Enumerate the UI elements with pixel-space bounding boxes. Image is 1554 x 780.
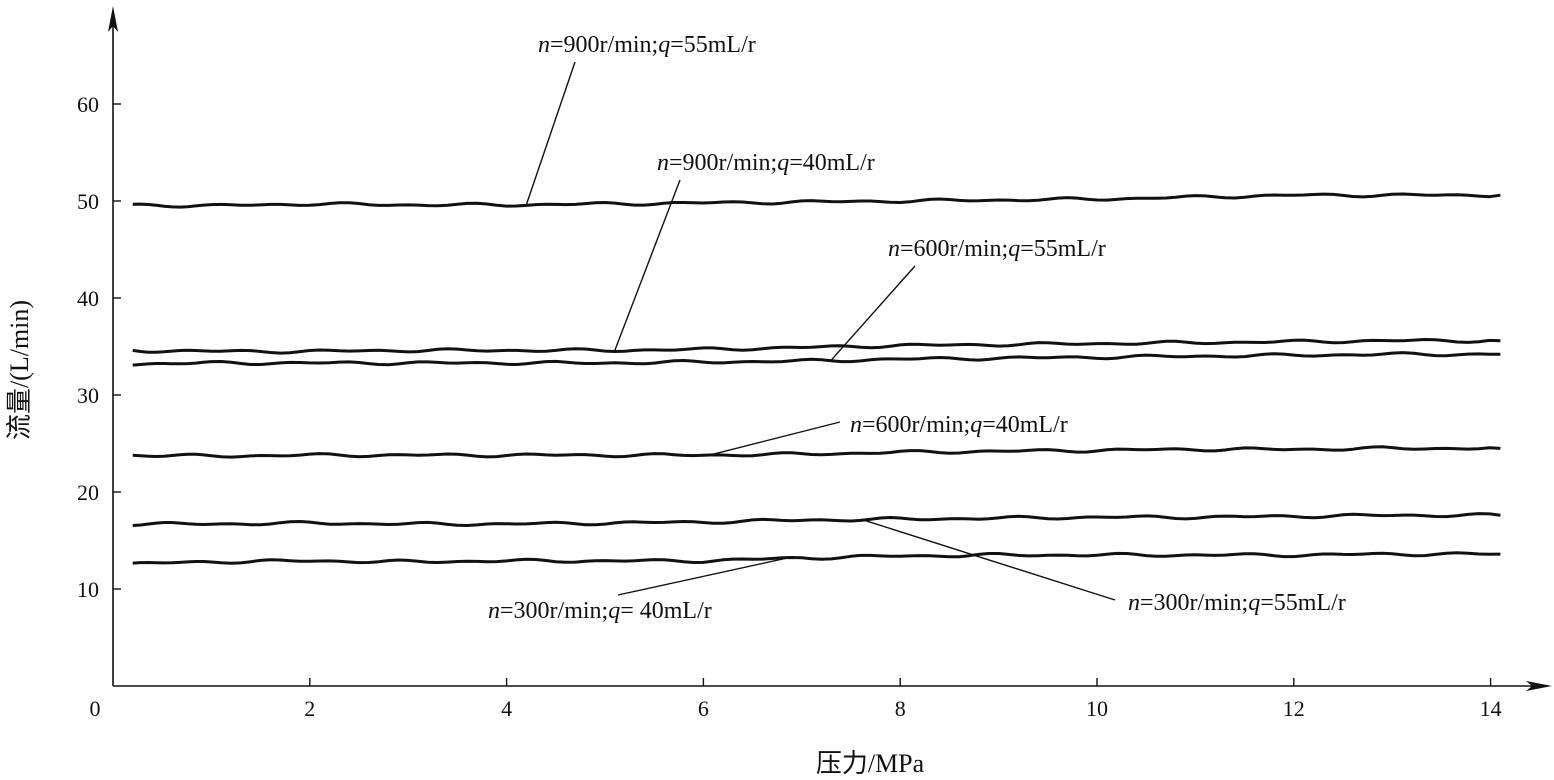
series-line-5 <box>132 512 1501 527</box>
x-tick-label: 10 <box>1086 696 1108 721</box>
x-tick-label: 6 <box>698 696 709 721</box>
x-tick-label: 8 <box>895 696 906 721</box>
series-label-3: n=600r/min;q=55mL/r <box>888 236 1106 262</box>
y-axis-title: 流量/(L/min) <box>5 300 34 440</box>
x-tick-label: 14 <box>1480 696 1502 721</box>
y-axis-arrow <box>108 6 118 32</box>
leader-line-6 <box>617 556 793 596</box>
y-tick-label: 50 <box>77 189 99 214</box>
leader-line-1 <box>525 61 576 206</box>
x-tick-label: 0 <box>90 696 101 721</box>
axes: 0 2 4 6 8 10 12 14 10 20 30 40 50 60 <box>77 6 1552 721</box>
series-label-1: n=900r/min;q=55mL/r <box>538 32 756 58</box>
series-label-4: n=600r/min;q=40mL/r <box>850 412 1068 438</box>
y-tick-label: 60 <box>77 92 99 117</box>
leader-line-4 <box>713 421 841 455</box>
series-label-2: n=900r/min;q=40mL/r <box>657 150 875 176</box>
series-line-4 <box>132 445 1501 459</box>
series-line-6 <box>132 551 1501 565</box>
series-label-5: n=300r/min;q=55mL/r <box>1128 590 1346 616</box>
series-line-3 <box>132 351 1501 367</box>
series-line-2 <box>132 338 1501 355</box>
series-layer <box>132 192 1501 565</box>
annotations: n=900r/min;q=55mL/r n=900r/min;q=40mL/r n=… <box>488 32 1346 624</box>
x-tick-label: 4 <box>501 696 512 721</box>
leader-line-5 <box>860 518 1116 601</box>
y-tick-label: 40 <box>77 286 99 311</box>
leader-line-2 <box>614 179 681 351</box>
y-tick-label: 20 <box>77 480 99 505</box>
x-axis-arrow <box>1526 681 1552 691</box>
leader-line-3 <box>830 265 916 361</box>
x-tick-label: 2 <box>304 696 315 721</box>
series-label-6: n=300r/min;q= 40mL/r <box>488 598 712 624</box>
series-line-1 <box>132 192 1501 209</box>
x-tick-label: 12 <box>1283 696 1305 721</box>
x-axis-title: 压力/MPa <box>816 749 925 778</box>
y-tick-label: 30 <box>77 383 99 408</box>
y-tick-label: 10 <box>77 577 99 602</box>
